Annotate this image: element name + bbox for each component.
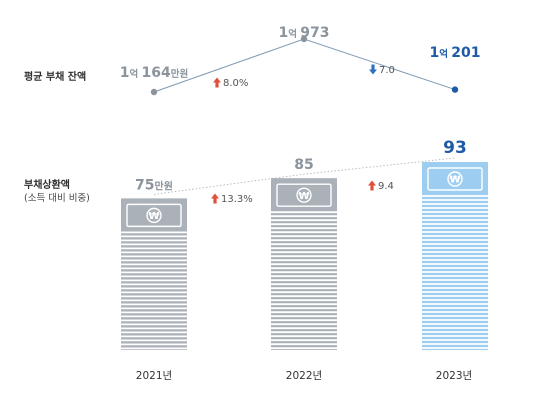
- won-bill-icon: [447, 171, 463, 187]
- debt-balance-point-2022년: [300, 35, 308, 43]
- repayment-value-label-2023년: 93: [443, 138, 467, 158]
- repayment-bar-2021년: ₩: [121, 198, 187, 350]
- won-symbol: ₩: [148, 211, 159, 222]
- won-bill-icon: [126, 203, 182, 228]
- won-bill-icon: [146, 207, 162, 224]
- debt-balance-value-label-2023년: 1억 201: [429, 45, 480, 61]
- bar-series-title: 부채상환액: [24, 180, 70, 191]
- repayment-value-label-2021년: 75만원: [135, 177, 173, 193]
- repayment-bar-2023년: ₩: [422, 162, 488, 350]
- x-tick-2022: 2022년: [285, 370, 323, 382]
- x-tick-2021: 2021년: [135, 370, 173, 382]
- debt-balance-point-2021년: [150, 88, 158, 96]
- repayment-value-label-2022년: 85: [294, 157, 313, 173]
- arrow-up-icon: [368, 180, 376, 191]
- won-symbol: ₩: [449, 175, 460, 186]
- line-series-title: 평균 부채 잔액: [24, 72, 87, 83]
- arrow-up-icon: [211, 193, 219, 204]
- debt-balance-line: [153, 38, 456, 93]
- repayment-change-label-1: 9.4: [378, 181, 394, 192]
- arrow-down-icon: [369, 64, 377, 75]
- bar-series-subtitle: (소득 대비 비중): [24, 193, 90, 204]
- repayment-bar-2022년: ₩: [271, 178, 337, 350]
- debt-balance-point-2023년: [451, 86, 459, 93]
- won-bill-icon: [427, 167, 483, 191]
- debt-balance-change-label-1: 7.0: [379, 65, 395, 76]
- repayment-trend-line: [153, 157, 456, 195]
- x-tick-2023: 2023년: [435, 370, 473, 382]
- arrow-up-icon: [213, 77, 221, 88]
- debt-balance-value-label-2021년: 1억 164만원: [120, 65, 189, 81]
- won-bill-icon: [296, 187, 312, 203]
- debt-balance-change-label-0: 8.0%: [223, 78, 248, 89]
- won-bill-icon: [276, 183, 332, 207]
- repayment-change-label-0: 13.3%: [221, 194, 253, 205]
- won-symbol: ₩: [298, 191, 309, 202]
- debt-balance-value-label-2022년: 1억 973: [278, 25, 329, 41]
